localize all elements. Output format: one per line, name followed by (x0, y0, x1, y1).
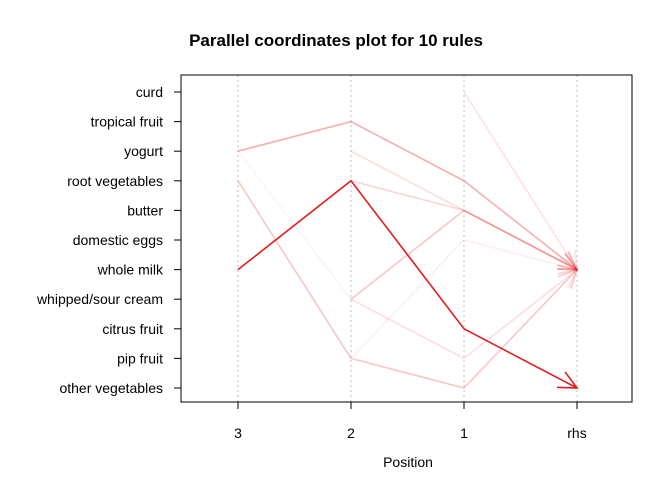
rule-line (350, 180, 578, 271)
y-tick-label-yogurt: yogurt (124, 143, 163, 159)
rule-arrowhead (557, 251, 579, 271)
y-tick-label-citrus-fruit: citrus fruit (102, 321, 163, 337)
rule-10 (237, 180, 579, 389)
rule-arrowhead (556, 371, 579, 389)
x-tick-label-3: 3 (234, 425, 242, 441)
x-axis-label: Position (383, 454, 433, 470)
x-tick-label-1: 1 (460, 425, 468, 441)
rule-line (350, 268, 578, 360)
y-tick-label-other-vegetables: other vegetables (59, 380, 163, 396)
y-tick-label-whole-milk: whole milk (97, 262, 164, 278)
rule-line (237, 180, 578, 389)
y-tick-label-domestic-eggs: domestic eggs (73, 232, 163, 248)
rule-2 (237, 120, 579, 271)
rule-arrowhead (556, 253, 579, 271)
x-tick-label-rhs: rhs (567, 425, 586, 441)
y-tick-label-butter: butter (127, 202, 163, 218)
rule-line (350, 239, 578, 359)
rule-line (350, 150, 578, 271)
y-tick-label-root-vegetables: root vegetables (67, 173, 163, 189)
rule-line (237, 120, 578, 271)
rule-arrowhead (556, 253, 579, 271)
rule-6 (350, 239, 579, 359)
y-tick-label-curd: curd (136, 84, 163, 100)
rule-line (463, 91, 578, 271)
rule-8 (350, 268, 579, 360)
rule-7 (237, 180, 579, 389)
rule-9 (237, 150, 579, 301)
x-axis: 3 2 1 rhs (234, 402, 587, 441)
rule-arrowhead (556, 253, 579, 271)
y-tick-label-tropical-fruit: tropical fruit (91, 114, 163, 130)
chart-title: Parallel coordinates plot for 10 rules (189, 31, 483, 50)
rule-lines (237, 91, 579, 389)
rule-arrowhead (557, 268, 579, 289)
rule-4 (350, 180, 579, 271)
position-gridlines (237, 75, 578, 402)
rule-arrowhead (556, 253, 579, 271)
rule-1 (463, 91, 578, 272)
rule-line (350, 209, 578, 300)
y-tick-label-pip-fruit: pip fruit (117, 350, 163, 366)
x-tick-label-2: 2 (347, 425, 355, 441)
rule-line (237, 180, 578, 389)
rule-line (237, 150, 578, 301)
rule-arrowhead (559, 249, 578, 272)
y-tick-label-whipped-sour-cream: whipped/sour cream (36, 291, 163, 307)
rule-arrowhead (557, 268, 579, 288)
rule-arrowhead (557, 256, 579, 275)
rule-3 (350, 150, 579, 271)
rule-5 (350, 209, 579, 300)
y-axis: curd tropical fruit yogurt root vegetables b… (36, 84, 181, 396)
plot-frame (180, 74, 633, 403)
